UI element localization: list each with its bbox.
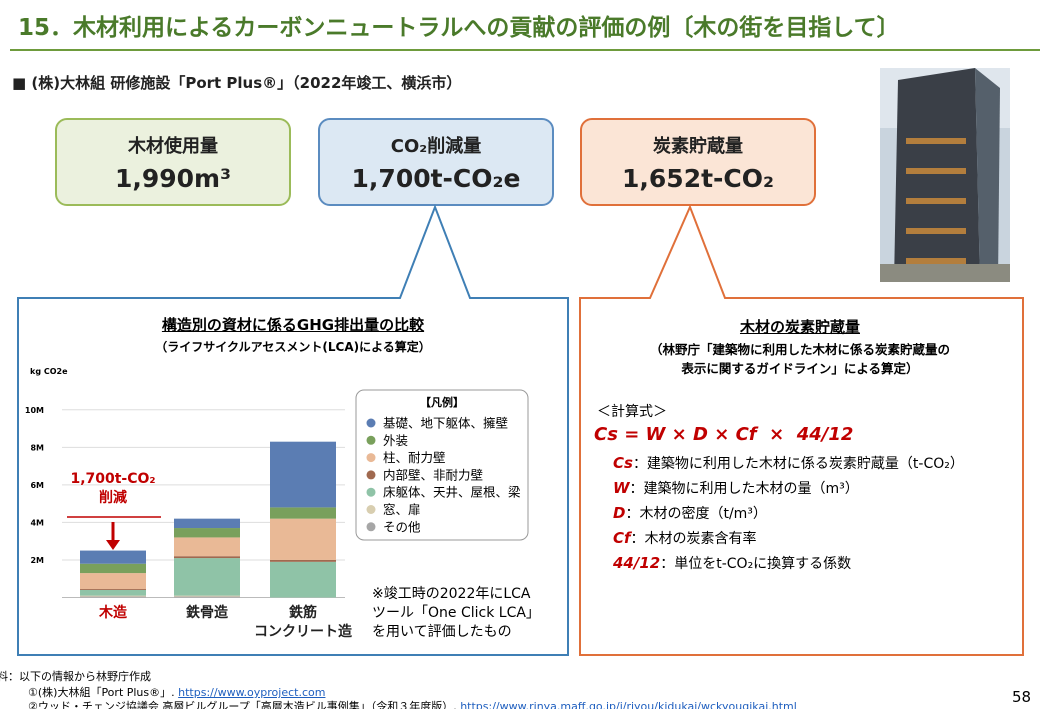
- x-tick-label: 木造: [99, 605, 127, 621]
- term-text: ：建築物に利用した木材の量（m³）: [629, 481, 859, 497]
- legend-swatch: [366, 522, 376, 532]
- page-number: 58: [1012, 688, 1032, 706]
- formula: Cs = W × D × Cf × 44/12: [594, 424, 854, 445]
- reference: ②ウッド・チェンジ協議会 高層ビルグループ「高層木造ビル事例集」（令和３年度版）…: [28, 698, 797, 709]
- stat-box: 木材使用量 1,990m³: [55, 118, 291, 206]
- legend-label: 床躯体、天井、屋根、梁: [383, 485, 521, 500]
- bar-segment: [80, 589, 146, 596]
- term: Cs: [613, 454, 633, 472]
- bar-segment: [174, 518, 240, 529]
- term: Cf: [613, 529, 631, 547]
- formula-heading: ＜計算式＞: [597, 404, 667, 420]
- panel-subtitle: （ライフサイクルアセスメント(LCA)による算定）: [155, 340, 431, 354]
- term: 44/12: [613, 554, 661, 572]
- legend-label: 柱、耐力壁: [383, 450, 446, 465]
- title-rule: [10, 49, 1040, 51]
- bar-segment: [270, 507, 336, 519]
- bar-segment: [270, 518, 336, 560]
- ref-text: ①(株)大林組「Port Plus®」.: [28, 686, 179, 699]
- legend-swatch: [366, 470, 376, 480]
- definition: D：木材の密度（t/m³）: [613, 501, 964, 526]
- annotation-arrowhead: [106, 540, 120, 550]
- note: ※竣工時の2022年にLCA ツール「One Click LCA」 を用いて評価…: [372, 586, 540, 640]
- legend-swatch: [366, 418, 376, 428]
- bar-segment: [80, 563, 146, 574]
- panel-title: 構造別の資材に係るGHG排出量の比較: [161, 316, 425, 334]
- stat-box: 炭素貯蔵量 1,652t-CO₂: [580, 118, 816, 206]
- term: W: [613, 479, 630, 497]
- y-tick-label: 2M: [30, 556, 44, 565]
- panel-subtitle: （林野庁「建築物に利用した木材に係る炭素貯蔵量の 表示に関するガイドライン」によ…: [649, 342, 950, 376]
- legend-label: 外装: [383, 433, 408, 448]
- stat-value: 1,990m³: [114, 164, 232, 193]
- y-tick-label: 6M: [30, 481, 44, 490]
- term-text: ：木材の密度（t/m³）: [625, 506, 767, 522]
- link[interactable]: https://www.oyproject.com: [178, 686, 326, 699]
- source: 資料：以下の情報から林野庁作成: [0, 670, 151, 683]
- bar-segment: [80, 589, 146, 590]
- y-tick-label: 10M: [25, 406, 44, 415]
- y-axis-label: kg CO2e: [30, 367, 68, 376]
- bar-segment: [174, 596, 240, 598]
- term-text: ：木材の炭素含有率: [630, 531, 757, 547]
- title: 15．木材利用によるカーボンニュートラルへの貢献の評価の例〔木の街を目指して〕: [18, 15, 900, 41]
- building-photo: [880, 68, 1010, 282]
- reference: ①(株)大林組「Port Plus®」. https://www.oyproje…: [28, 684, 325, 700]
- definition: Cf：木材の炭素含有率: [613, 526, 964, 551]
- definitions: Cs：建築物に利用した木材に係る炭素貯蔵量（t-CO₂） W：建築物に利用した木材…: [613, 451, 964, 576]
- bar-segment: [270, 561, 336, 598]
- bar-segment: [174, 595, 240, 597]
- bar-segment: [80, 595, 146, 597]
- term-text: ：単位をt-CO₂に換算する係数: [660, 556, 852, 572]
- legend-label: 基礎、地下躯体、擁壁: [383, 416, 508, 431]
- bar-segment: [174, 556, 240, 559]
- stat-label: 木材使用量: [128, 136, 218, 157]
- legend-swatch: [366, 453, 376, 463]
- definition: W：建築物に利用した木材の量（m³）: [613, 476, 964, 501]
- stat-box: CO₂削減量 1,700t-CO₂e: [318, 118, 554, 206]
- legend-label: 窓、扉: [383, 502, 421, 517]
- panel-title: 木材の炭素貯蔵量: [739, 318, 860, 336]
- bar-segment: [80, 550, 146, 564]
- legend-label: 内部壁、非耐力壁: [383, 467, 483, 482]
- y-tick-label: 8M: [30, 443, 44, 452]
- bar-segment: [270, 441, 336, 508]
- bar-segment: [174, 558, 240, 596]
- definition: 44/12：単位をt-CO₂に換算する係数: [613, 551, 964, 576]
- subtitle: ■ (株)大林組 研修施設「Port Plus®」（2022年竣工、横浜市）: [12, 74, 462, 92]
- stat-label: CO₂削減量: [390, 136, 482, 157]
- link[interactable]: https://www.rinya.maff.go.jp/j/riyou/kid…: [460, 700, 797, 709]
- stat-value: 1,700t-CO₂e: [351, 164, 521, 193]
- bar-segment: [174, 528, 240, 538]
- legend-label: その他: [383, 519, 421, 534]
- bar-segment: [80, 596, 146, 598]
- bar-segment: [174, 537, 240, 557]
- stat-label: 炭素貯蔵量: [653, 136, 743, 157]
- x-tick-label: 鉄筋 コンクリート造: [254, 605, 352, 640]
- term: D: [613, 504, 626, 522]
- legend-box: [355, 389, 529, 541]
- x-tick-label: 鉄骨造: [186, 605, 228, 621]
- annotation: 1,700t-CO₂ 削減: [70, 471, 156, 506]
- bar-segment: [80, 573, 146, 590]
- y-tick-label: 4M: [30, 518, 44, 527]
- legend-swatch: [366, 435, 376, 445]
- legend-title: 【凡例】: [420, 395, 464, 409]
- legend-swatch: [366, 487, 376, 497]
- stat-value: 1,652t-CO₂: [622, 164, 774, 193]
- definition: Cs：建築物に利用した木材に係る炭素貯蔵量（t-CO₂）: [613, 451, 964, 476]
- ref-text: ②ウッド・チェンジ協議会 高層ビルグループ「高層木造ビル事例集」（令和３年度版）…: [28, 700, 461, 709]
- legend-swatch: [366, 505, 376, 514]
- term-text: ：建築物に利用した木材に係る炭素貯蔵量（t-CO₂）: [632, 456, 964, 472]
- bar-segment: [270, 559, 336, 562]
